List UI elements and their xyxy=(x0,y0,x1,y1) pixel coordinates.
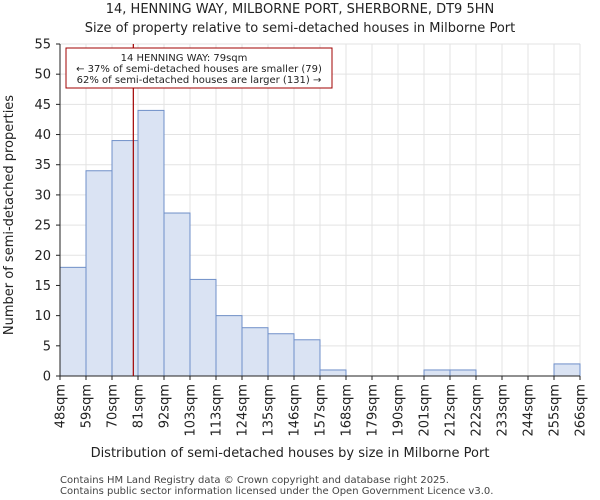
bar xyxy=(241,327,269,377)
x-axis-title: Distribution of semi-detached houses by … xyxy=(91,446,490,461)
x-tick-label: 113sqm xyxy=(210,384,225,437)
x-tick-label: 124sqm xyxy=(236,384,251,437)
chart-subtitle: Size of property relative to semi-detach… xyxy=(85,21,515,36)
bar xyxy=(189,278,217,377)
y-tick-label: 25 xyxy=(34,219,51,234)
annotation-line-1: 14 HENNING WAY: 79sqm xyxy=(121,53,248,64)
y-tick-label: 15 xyxy=(34,279,51,294)
bar xyxy=(267,333,295,377)
y-tick-label: 55 xyxy=(34,38,51,53)
bar xyxy=(215,315,243,377)
annotation-line-3: 62% of semi-detached houses are larger (… xyxy=(77,75,322,86)
x-tick-label: 157sqm xyxy=(314,384,329,437)
footer-line-2: Contains public sector information licen… xyxy=(60,486,493,497)
chart-title: 14, HENNING WAY, MILBORNE PORT, SHERBORN… xyxy=(106,2,494,17)
x-tick-labels: 48sqm 59sqm 70sqm 81sqm 92sqm 103sqm 113sqm 124… xyxy=(54,384,589,437)
bar xyxy=(319,369,347,377)
x-tick-label: 222sqm xyxy=(470,384,485,437)
bar xyxy=(423,369,451,377)
bar xyxy=(111,140,139,377)
x-tick-label: 146sqm xyxy=(288,384,303,437)
bar xyxy=(449,369,477,377)
bar xyxy=(293,339,321,377)
x-tick-label: 255sqm xyxy=(548,384,563,437)
x-tick-label: 266sqm xyxy=(574,384,589,437)
x-tick-label: 190sqm xyxy=(392,384,407,437)
x-tick-label: 233sqm xyxy=(496,384,511,437)
y-tick-label: 50 xyxy=(34,68,51,83)
x-tick-label: 59sqm xyxy=(80,384,95,428)
y-tick-label: 40 xyxy=(34,128,51,143)
y-tick-label: 35 xyxy=(34,158,51,173)
x-tick-label: 168sqm xyxy=(340,384,355,437)
bar xyxy=(59,266,87,377)
y-tick-labels: 0 5 10 15 20 25 30 35 40 45 50 55 xyxy=(34,38,51,385)
x-tick-label: 201sqm xyxy=(418,384,433,437)
x-tick-label: 70sqm xyxy=(106,384,121,428)
y-tick-label: 5 xyxy=(43,339,51,354)
bar xyxy=(85,170,113,377)
x-tick-label: 244sqm xyxy=(522,384,537,437)
axes xyxy=(56,43,581,380)
x-tick-label: 135sqm xyxy=(262,384,277,437)
footer-line-1: Contains HM Land Registry data © Crown c… xyxy=(60,475,449,486)
annotation-line-2: ← 37% of semi-detached houses are smalle… xyxy=(76,64,322,75)
bar xyxy=(553,363,581,377)
x-tick-label: 212sqm xyxy=(444,384,459,437)
y-tick-label: 45 xyxy=(34,98,51,113)
x-tick-label: 81sqm xyxy=(132,384,147,428)
property-marker: 14 HENNING WAY: 79sqm ← 37% of semi-deta… xyxy=(65,44,333,376)
x-tick-label: 92sqm xyxy=(158,384,173,428)
bar xyxy=(163,212,191,377)
y-tick-label: 10 xyxy=(34,309,51,324)
x-tick-label: 103sqm xyxy=(184,384,199,437)
y-tick-label: 0 xyxy=(43,370,51,385)
bar xyxy=(137,109,165,377)
x-tick-label: 48sqm xyxy=(54,384,69,428)
y-tick-label: 30 xyxy=(34,188,51,203)
annotation-box xyxy=(65,47,333,89)
bars xyxy=(59,109,581,377)
y-tick-label: 20 xyxy=(34,249,51,264)
x-tick-label: 179sqm xyxy=(366,384,381,437)
y-axis-title: Number of semi-detached properties xyxy=(2,95,17,335)
